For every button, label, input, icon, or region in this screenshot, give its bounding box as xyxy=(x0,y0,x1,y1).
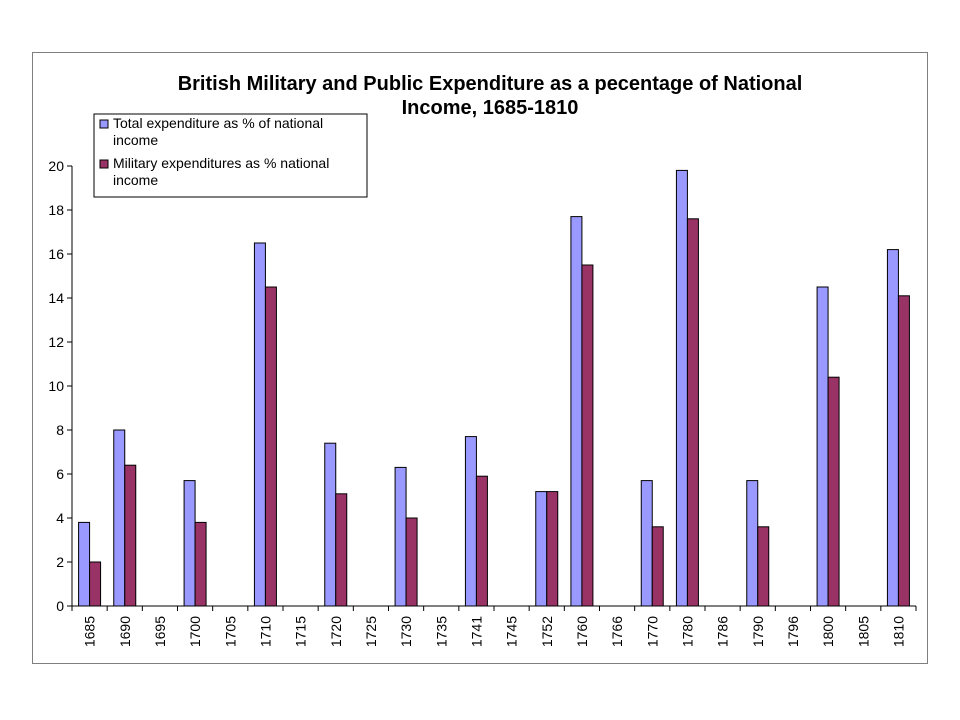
x-tick-label: 1735 xyxy=(433,616,449,647)
bar xyxy=(675,169,688,607)
y-tick-label: 2 xyxy=(56,554,64,570)
x-tick-label: 1705 xyxy=(222,616,238,647)
bar xyxy=(535,491,548,607)
bar xyxy=(886,249,899,607)
x-tick-label: 1745 xyxy=(504,616,520,647)
chart-title: British Military and Public Expenditure … xyxy=(140,72,840,120)
y-tick-label: 0 xyxy=(56,598,64,614)
bar xyxy=(897,295,910,607)
x-tick-label: 1770 xyxy=(644,616,660,647)
x-tick-label: 1710 xyxy=(257,616,273,647)
legend-swatch xyxy=(99,119,109,129)
x-tick-label: 1796 xyxy=(785,616,801,647)
bar xyxy=(324,442,337,607)
bar xyxy=(183,480,196,607)
bar xyxy=(194,521,207,607)
y-tick-label: 4 xyxy=(56,510,64,526)
x-tick-label: 1786 xyxy=(715,616,731,647)
y-tick-label: 18 xyxy=(48,202,64,218)
legend-label: income xyxy=(113,172,158,188)
bar xyxy=(264,286,277,607)
axes xyxy=(67,165,917,611)
x-tick-label: 1700 xyxy=(187,616,203,647)
bar xyxy=(651,526,664,607)
bar xyxy=(816,286,829,607)
bar xyxy=(89,561,102,607)
legend-label: Total expenditure as % of national xyxy=(113,115,323,131)
x-tick-label: 1800 xyxy=(820,616,836,647)
y-tick-label: 20 xyxy=(48,158,64,174)
y-tick-label: 14 xyxy=(48,290,64,306)
bar xyxy=(827,376,840,607)
bar xyxy=(475,475,488,607)
x-tick-label: 1805 xyxy=(855,616,871,647)
bar xyxy=(640,480,653,607)
chart-title-text: British Military and Public Expenditure … xyxy=(177,73,803,119)
bar xyxy=(78,521,91,607)
y-tick-label: 6 xyxy=(56,466,64,482)
bar xyxy=(757,526,770,607)
bar xyxy=(686,218,699,607)
bar xyxy=(253,242,266,607)
bars xyxy=(78,169,910,607)
x-tick-label: 1690 xyxy=(117,616,133,647)
bar xyxy=(746,480,759,607)
x-tick-label: 1760 xyxy=(574,616,590,647)
x-tick-label: 1715 xyxy=(293,616,309,647)
x-tick-label: 1780 xyxy=(679,616,695,647)
bar xyxy=(546,491,559,607)
y-tick-label: 8 xyxy=(56,422,64,438)
bar xyxy=(124,464,137,607)
x-tick-label: 1720 xyxy=(328,616,344,647)
bar xyxy=(113,429,126,607)
legend-swatch xyxy=(99,159,109,169)
y-tick-label: 10 xyxy=(48,378,64,394)
x-tick-label: 1725 xyxy=(363,616,379,647)
bar xyxy=(335,493,348,607)
tick-labels: 0 2 4 6 8 10 12 14 16 18 20 1685 1690 1695 1700 1705 171… xyxy=(48,158,906,647)
x-tick-label: 1752 xyxy=(539,616,555,647)
legend-label: Military expenditures as % national xyxy=(113,155,329,171)
x-tick-label: 1766 xyxy=(609,616,625,647)
y-tick-label: 16 xyxy=(48,246,64,262)
bar xyxy=(394,466,407,607)
bar xyxy=(581,264,594,607)
x-tick-label: 1695 xyxy=(152,616,168,647)
x-tick-label: 1730 xyxy=(398,616,414,647)
legend: Total expenditure as % of nationalincome… xyxy=(93,113,368,198)
x-tick-label: 1810 xyxy=(890,616,906,647)
x-tick-label: 1790 xyxy=(750,616,766,647)
bar xyxy=(405,517,418,607)
y-tick-label: 12 xyxy=(48,334,64,350)
x-tick-label: 1741 xyxy=(468,616,484,647)
bar xyxy=(464,436,477,607)
x-tick-label: 1685 xyxy=(82,616,98,647)
bar xyxy=(570,216,583,607)
legend-label: income xyxy=(113,132,158,148)
legend-box xyxy=(93,113,368,198)
